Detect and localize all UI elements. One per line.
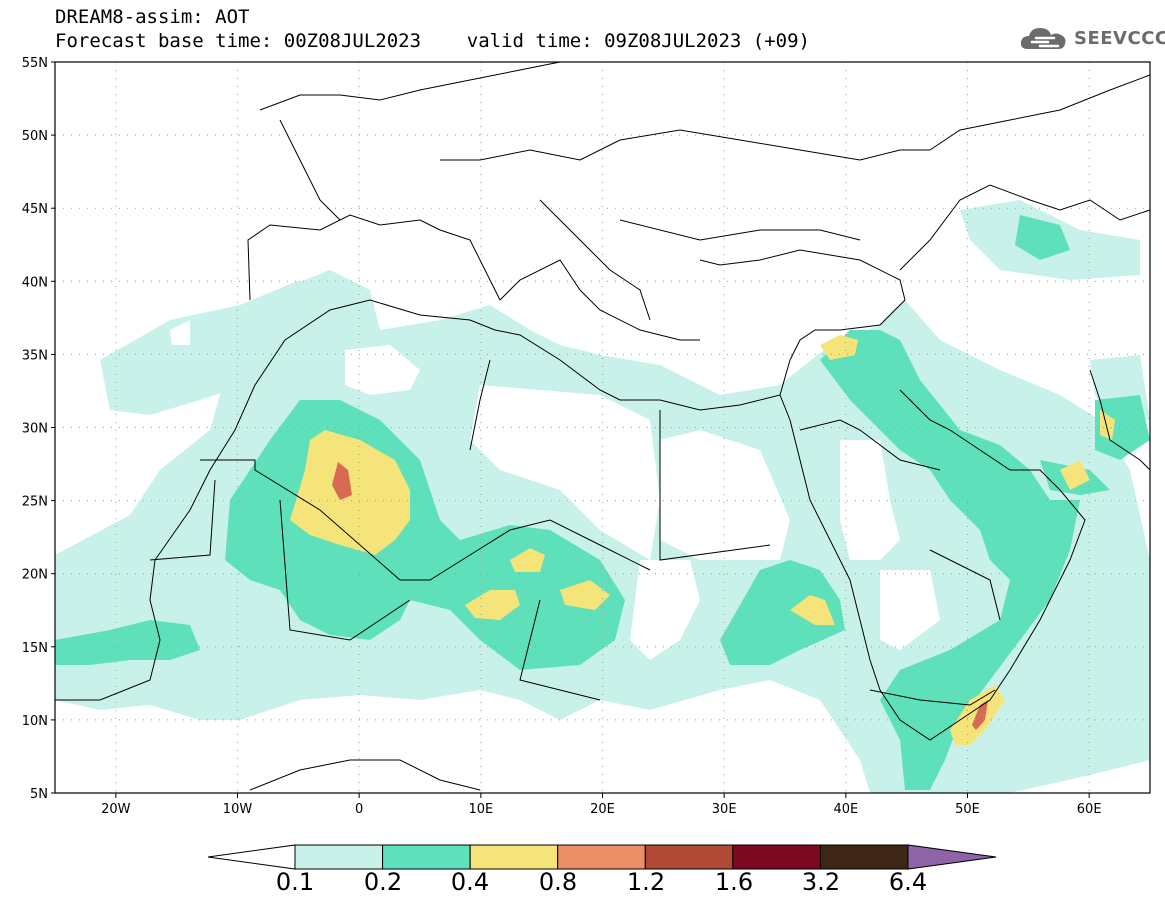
longitude-label: 10E — [468, 802, 493, 817]
cloud-icon — [1020, 28, 1066, 49]
colorbar-cell — [732, 844, 821, 870]
latitude-label: 20N — [22, 568, 48, 583]
colorbar-cell — [382, 844, 471, 870]
latitude-labels: 55N 50N 45N 40N 35N 30N 25N 20N 15N 10N 5N — [22, 56, 55, 802]
forecast-time-line: Forecast base time: 00Z08JUL2023 valid t… — [55, 30, 810, 52]
colorbar-cell — [644, 844, 734, 870]
colorbar — [207, 844, 997, 870]
colorbar-high-arrow — [907, 844, 997, 870]
longitude-label: 40E — [833, 802, 858, 817]
colorbar-cell — [469, 844, 559, 870]
longitude-label: 30E — [712, 802, 737, 817]
latitude-label: 35N — [22, 348, 48, 363]
colorbar-label: 1.2 — [626, 868, 666, 896]
latitude-label: 50N — [22, 129, 48, 144]
latitude-label: 25N — [22, 495, 48, 510]
aot-clear-areas — [170, 320, 940, 760]
latitude-label: 30N — [22, 422, 48, 437]
latitude-label: 40N — [22, 275, 48, 290]
longitude-label: 20W — [101, 802, 131, 817]
map-title: DREAM8-assim: AOT — [55, 6, 250, 28]
longitude-label: 60E — [1077, 802, 1102, 817]
colorbar-label: 1.6 — [714, 868, 754, 896]
longitude-label: 10W — [223, 802, 253, 817]
colorbar-low-arrow — [207, 844, 296, 870]
aot-level-high — [332, 462, 988, 730]
colorbar-label: 0.1 — [275, 868, 315, 896]
colorbar-label: 0.4 — [450, 868, 490, 896]
logo-text: SEEVCCC — [1074, 27, 1165, 49]
latitude-label: 5N — [30, 787, 48, 802]
seevccc-logo: SEEVCCC — [1018, 20, 1165, 56]
colorbar-label: 0.2 — [363, 868, 403, 896]
colorbar-cell — [294, 844, 384, 870]
colorbar-cell — [557, 844, 646, 870]
colorbar-cells — [294, 844, 909, 870]
coastlines-borders — [55, 61, 1151, 794]
latitude-label: 15N — [22, 641, 48, 656]
latitude-label: 45N — [22, 202, 48, 217]
latitude-label: 55N — [22, 56, 48, 71]
longitude-label: 0 — [355, 802, 363, 817]
colorbar-cell — [819, 844, 909, 870]
latitude-label: 10N — [22, 714, 48, 729]
aot-shading — [55, 200, 1150, 793]
colorbar-label: 3.2 — [801, 868, 841, 896]
colorbar-label: 0.8 — [538, 868, 578, 896]
longitude-labels: 20W 10W 0 10E 20E 30E 40E 50E 60E — [101, 793, 1102, 817]
colorbar-label: 6.4 — [888, 868, 928, 896]
map-grid — [55, 62, 1150, 793]
longitude-label: 50E — [955, 802, 980, 817]
longitude-label: 20E — [590, 802, 615, 817]
